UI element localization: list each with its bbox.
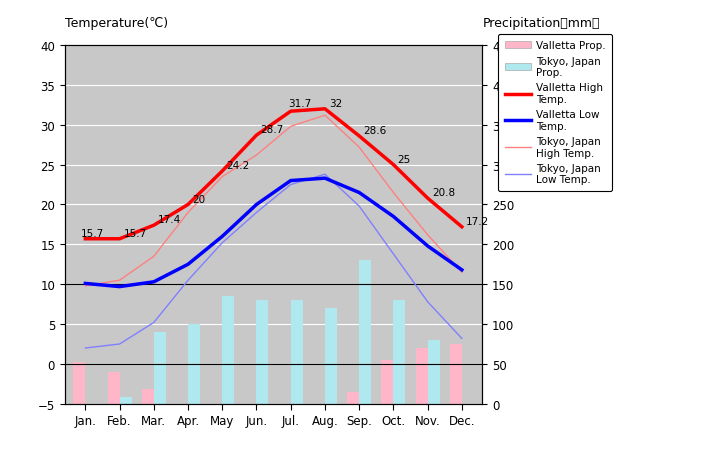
Bar <box>222 297 234 404</box>
Text: 17.2: 17.2 <box>466 217 490 227</box>
Bar <box>73 362 86 404</box>
Text: 28.6: 28.6 <box>364 126 387 136</box>
Text: 20.8: 20.8 <box>432 188 455 198</box>
Text: 32: 32 <box>329 99 343 109</box>
Bar <box>359 261 371 404</box>
Bar <box>450 344 462 404</box>
Bar <box>188 325 200 404</box>
Bar <box>415 348 428 404</box>
Bar <box>256 301 269 404</box>
Text: 24.2: 24.2 <box>226 161 250 171</box>
Bar <box>428 340 440 404</box>
Text: Precipitation（mm）: Precipitation（mm） <box>482 17 600 30</box>
Bar <box>347 392 359 404</box>
Bar <box>154 332 166 404</box>
Bar <box>325 308 337 404</box>
Text: 31.7: 31.7 <box>288 98 311 108</box>
Bar <box>393 301 405 404</box>
Bar <box>120 397 132 404</box>
Text: 15.7: 15.7 <box>124 229 147 239</box>
Text: 17.4: 17.4 <box>158 215 181 225</box>
Bar <box>142 390 154 404</box>
Text: 25: 25 <box>397 155 411 164</box>
Bar <box>107 372 120 404</box>
Bar <box>382 360 393 404</box>
Text: 28.7: 28.7 <box>261 125 284 135</box>
Text: 20: 20 <box>192 194 205 204</box>
Text: Temperature(℃): Temperature(℃) <box>65 17 168 30</box>
Bar <box>291 301 302 404</box>
Legend: Valletta Prop., Tokyo, Japan
Prop., Valletta High
Temp., Valletta Low
Temp., Tok: Valletta Prop., Tokyo, Japan Prop., Vall… <box>498 35 612 191</box>
Text: 15.7: 15.7 <box>81 229 104 239</box>
